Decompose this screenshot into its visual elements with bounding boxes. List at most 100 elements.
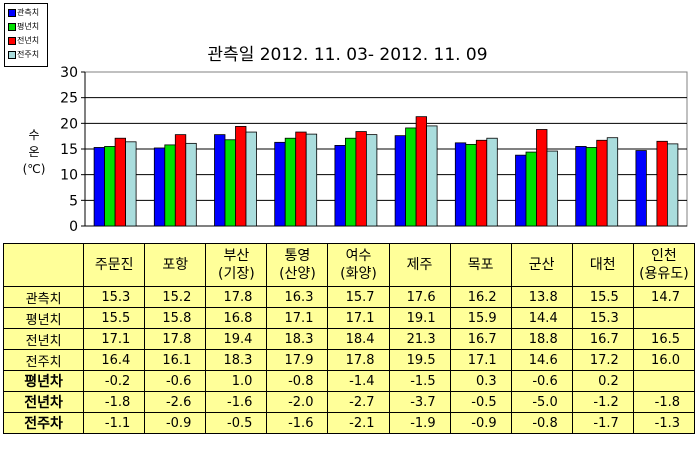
bar xyxy=(546,150,558,227)
table-cell: 17.1 xyxy=(83,328,146,350)
row-label: 관측치 xyxy=(2,286,85,308)
table-cell: -0.9 xyxy=(449,412,512,434)
bar xyxy=(575,146,587,227)
bar xyxy=(334,145,346,227)
table-cell: 16.5 xyxy=(632,328,695,350)
table-row: 전주치 16.4 16.1 18.3 17.9 17.8 19.5 17.1 14.6 17.2 1… xyxy=(2,349,695,371)
bar xyxy=(235,126,247,227)
bar xyxy=(606,137,619,227)
bar xyxy=(305,133,318,227)
table-row: 관측치 15.3 15.2 17.8 16.3 15.7 17.6 16.2 13.8 15.5 1… xyxy=(2,286,695,308)
table-cell: 15.3 xyxy=(571,307,634,329)
table-cell: 17.9 xyxy=(266,349,329,371)
table-cell: -1.8 xyxy=(632,391,695,413)
bar xyxy=(405,127,417,227)
table-cell: 17.1 xyxy=(266,307,329,329)
bar xyxy=(284,137,297,227)
table-row: 전주차 -1.1 -0.9 -0.5 -1.6 -2.1 -1.9 -0.9 -0.8 -1.7-… xyxy=(2,412,695,434)
bar xyxy=(114,137,126,227)
legend-swatch xyxy=(8,23,16,31)
row-label: 전년차 xyxy=(2,391,85,413)
column-header-text: 통영 xyxy=(284,248,311,264)
bar xyxy=(355,131,367,227)
table-cell: 15.5 xyxy=(571,286,634,308)
bar xyxy=(164,144,176,227)
column-header: 포항 xyxy=(144,243,207,287)
legend-item: 전년치 xyxy=(8,35,39,47)
table-cell: -0.5 xyxy=(205,412,268,434)
legend-item: 관측치 xyxy=(8,7,39,19)
table-cell: 16.3 xyxy=(266,286,329,308)
y-axis-label-line: 온 xyxy=(28,145,40,159)
bar xyxy=(486,137,498,227)
bar xyxy=(104,146,116,227)
bar xyxy=(465,143,477,227)
bar-chart: 0 5 10 15 20 25 30 xyxy=(60,65,688,235)
y-axis-label-line: (℃) xyxy=(22,162,46,176)
y-tick-label: 30 xyxy=(60,65,78,81)
row-label: 전년치 xyxy=(2,328,85,350)
table-cell: -0.6 xyxy=(144,370,207,392)
column-header-text: (용유도) xyxy=(639,266,689,282)
column-header-text: 목포 xyxy=(467,257,494,273)
table-cell: 18.8 xyxy=(510,328,573,350)
table-cell: 15.3 xyxy=(83,286,146,308)
bar xyxy=(125,141,137,227)
table-cell: 16.8 xyxy=(205,307,268,329)
bar xyxy=(525,151,537,227)
bar xyxy=(515,154,527,227)
table-cell: 1.0 xyxy=(205,370,268,392)
table-cell: 17.1 xyxy=(449,349,512,371)
bar xyxy=(274,141,286,227)
table-row: 평년치 15.5 15.8 16.8 17.1 17.1 19.1 15.9 14.4 15.3 xyxy=(2,307,695,329)
table-cell: 15.9 xyxy=(449,307,512,329)
column-header: 목포 xyxy=(449,243,512,287)
table-cell: -1.6 xyxy=(205,391,268,413)
table-cell: 0.2 xyxy=(571,370,634,392)
legend-label: 전년치 xyxy=(17,36,40,45)
table-cell: -2.7 xyxy=(327,391,390,413)
table-cell: 0.3 xyxy=(449,370,512,392)
column-header: 제주 xyxy=(388,243,451,287)
legend-label: 전주치 xyxy=(17,50,40,59)
column-header: 통영 (산양) xyxy=(266,243,329,287)
table-cell: -0.9 xyxy=(144,412,207,434)
bar xyxy=(667,143,679,227)
table-cell: 14.4 xyxy=(510,307,573,329)
table-cell: -2.0 xyxy=(266,391,329,413)
table-row: 전년차 -1.8 -2.6 -1.6 -2.0 -2.7 -3.7 -0.5 -5.0 -1.2-… xyxy=(2,391,695,413)
y-tick-label: 0 xyxy=(69,219,78,235)
table-cell: 18.3 xyxy=(266,328,329,350)
bar xyxy=(365,134,378,227)
column-header-text: 인천 xyxy=(651,248,677,264)
bar xyxy=(93,147,105,227)
table-cell: -1.4 xyxy=(327,370,390,392)
bar xyxy=(426,125,438,227)
column-header: 대천 xyxy=(571,243,634,287)
bar xyxy=(174,134,187,227)
table-cell: -2.1 xyxy=(327,412,390,434)
bar xyxy=(656,140,668,227)
table-cell: 17.2 xyxy=(571,349,634,371)
table-cell: 14.7 xyxy=(632,286,695,308)
bar xyxy=(536,129,548,227)
table-cell: -1.8 xyxy=(83,391,146,413)
y-tick-label: 15 xyxy=(60,142,78,158)
table-cell: 15.2 xyxy=(144,286,207,308)
table-cell xyxy=(632,307,695,329)
data-table: 주문진 포항 부산 (기장) 통영 (산양) 여수 (화양) 제주 목포 군산 대천 인천 (용유도) 관측… xyxy=(2,243,695,434)
bar xyxy=(153,147,166,227)
legend-label: 관측치 xyxy=(17,8,40,17)
y-tick-label: 10 xyxy=(60,168,78,184)
table-row: 전년치 17.1 17.8 19.4 18.3 18.4 21.3 16.7 18.8 16.7 1… xyxy=(2,328,695,350)
bar xyxy=(415,116,428,227)
table-cell: 17.1 xyxy=(327,307,390,329)
table-cell: 16.0 xyxy=(632,349,695,371)
y-tick-label: 5 xyxy=(69,193,78,209)
column-header-text: (기장) xyxy=(218,266,255,282)
table-cell: 17.8 xyxy=(205,286,268,308)
table-row: 평년차 -0.2 -0.6 1.0 -0.8 -1.4 -1.5 0.3 -0.6 0.2 xyxy=(2,370,695,392)
table-cell: 16.4 xyxy=(83,349,146,371)
table-cell: -0.5 xyxy=(449,391,512,413)
column-header-text: (산양) xyxy=(279,266,316,282)
